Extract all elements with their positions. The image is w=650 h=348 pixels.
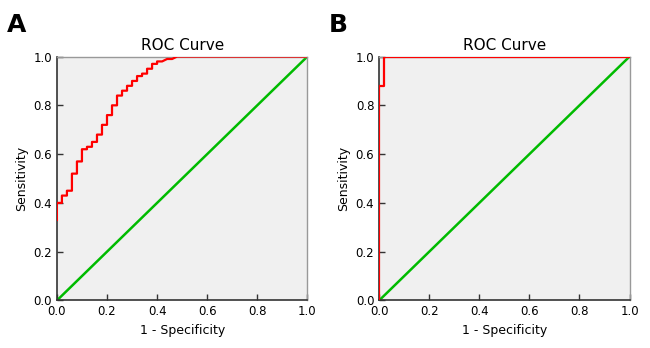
Text: B: B <box>329 13 348 37</box>
Y-axis label: Sensitivity: Sensitivity <box>337 146 350 211</box>
X-axis label: 1 - Specificity: 1 - Specificity <box>462 324 547 337</box>
Y-axis label: Sensitivity: Sensitivity <box>15 146 28 211</box>
Text: A: A <box>6 13 26 37</box>
X-axis label: 1 - Specificity: 1 - Specificity <box>140 324 225 337</box>
Title: ROC Curve: ROC Curve <box>463 38 546 53</box>
Title: ROC Curve: ROC Curve <box>140 38 224 53</box>
